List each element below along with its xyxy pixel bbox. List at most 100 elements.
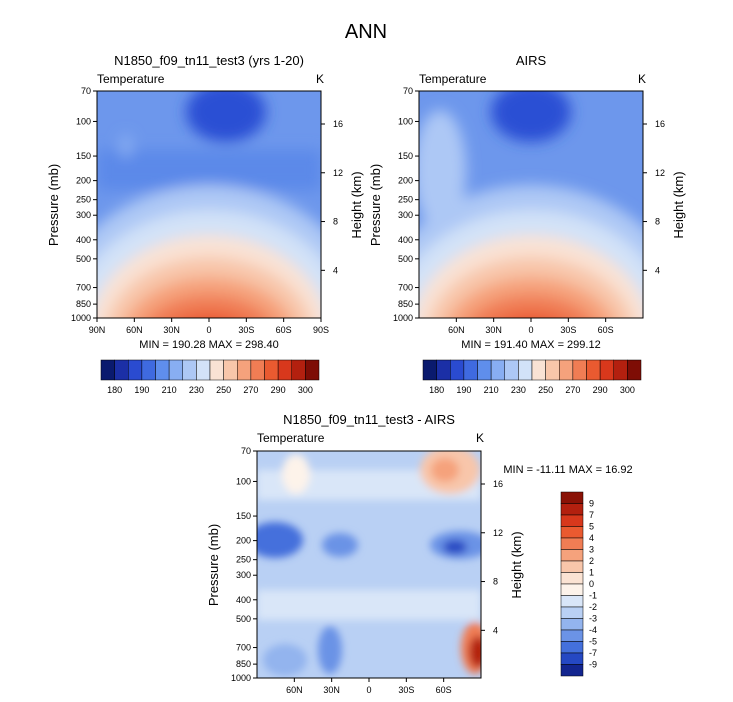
pressure-tick-label: 250 [398,195,413,205]
height-tick-label: 8 [493,577,498,587]
panel-airs-variable: Temperature [419,72,487,86]
colorbar-swatch [504,359,519,381]
lat-tick-label: 30N [163,325,180,335]
colorbar-label: -9 [589,660,597,670]
panel-diff-variable: Temperature [257,431,325,445]
pressure-tick-label: 300 [236,570,251,580]
colorbar-label: 210 [162,385,177,395]
panel-model-title: N1850_f09_tn11_test3 (yrs 1-20) [114,53,304,68]
colorbar-label: -7 [589,648,597,658]
lat-tick-label: 90S [313,325,329,335]
ylabel-left-1: Pressure (mb) [46,164,61,246]
pressure-tick-label: 400 [76,235,91,245]
height-tick-label: 4 [333,265,338,275]
panel-diff-title: N1850_f09_tn11_test3 - AIRS [283,412,455,427]
panel-model-units: K [316,72,324,86]
panel-model-variable: Temperature [97,72,165,86]
colorbar-swatch [560,652,584,665]
colorbar-label: 290 [271,385,286,395]
panel-airs-units: K [638,72,646,86]
lat-tick-label: 60N [448,325,465,335]
lat-tick-label: 0 [528,325,533,335]
colorbar-swatch [560,537,584,550]
colorbar-label: 7 [589,510,594,520]
panel-diff: N1850_f09_tn11_test3 - AIRS Temperature … [256,412,633,679]
pressure-tick-label: 500 [76,254,91,264]
colorbar-label: 290 [593,385,608,395]
colorbar-swatch [518,359,533,381]
pressure-tick-label: 70 [403,86,413,96]
colorbar-swatch [196,359,211,381]
pressure-tick-label: 250 [236,555,251,565]
colorbar-swatch [168,359,183,381]
lat-tick-label: 90N [89,325,106,335]
colorbar-label: 180 [107,385,122,395]
lat-tick-label: 60N [126,325,143,335]
colorbar-swatch [613,359,628,381]
lat-tick-label: 0 [366,685,371,695]
colorbar-swatch [264,359,279,381]
pressure-tick-label: 850 [236,659,251,669]
colorbar-swatch [560,641,584,654]
colorbar-swatch [560,549,584,562]
colorbar-swatch [560,503,584,516]
colorbar-swatch [560,572,584,585]
colorbar-swatch [305,359,320,381]
colorbar-label: 270 [565,385,580,395]
colorbar-label: 4 [589,533,594,543]
pressure-tick-label: 500 [236,614,251,624]
colorbar-label: 9 [589,499,594,509]
pressure-tick-label: 500 [398,254,413,264]
height-tick-label: 8 [333,217,338,227]
pressure-tick-label: 400 [398,235,413,245]
pressure-tick-label: 200 [236,536,251,546]
ylabel-right-3: Height (km) [509,531,524,598]
colorbar-swatch [560,595,584,608]
lat-tick-label: 60N [286,685,303,695]
colorbar-model: 180 190 210 230 250 270 290 300 [100,359,320,395]
colorbar-swatch [237,359,252,381]
pressure-tick-label: 100 [76,116,91,126]
pressure-tick-label: 150 [76,151,91,161]
colorbar-swatch [560,526,584,539]
colorbar-swatch [560,583,584,596]
pressure-tick-label: 700 [76,283,91,293]
axis-ticks: 7010015020025030040050070085010004812169… [71,86,665,695]
pressure-tick-label: 700 [236,643,251,653]
panel-airs: AIRS Temperature K MIN = 191.40 MAX = 29… [418,53,646,351]
colorbar-label: 3 [589,545,594,555]
lat-tick-label: 30S [398,685,414,695]
colorbar-swatch [436,359,451,381]
height-tick-label: 16 [655,119,665,129]
panel-model-contours [97,91,321,318]
panel-airs-title: AIRS [516,53,547,68]
colorbar-swatch [599,359,614,381]
pressure-tick-label: 300 [76,210,91,220]
pressure-tick-label: 1000 [71,313,91,323]
colorbar-label: 2 [589,556,594,566]
colorbar-label: 190 [456,385,471,395]
panel-diff-units: K [476,431,484,445]
colorbar-swatch [209,359,224,381]
pressure-tick-label: 70 [241,446,251,456]
pressure-tick-label: 150 [236,511,251,521]
colorbar-swatch [627,359,642,381]
colorbar-swatch [545,359,560,381]
panel-model-minmax: MIN = 190.28 MAX = 298.40 [139,339,278,351]
height-tick-label: 8 [655,217,660,227]
height-tick-label: 4 [493,625,498,635]
colorbar-label: -2 [589,602,597,612]
colorbar-swatch [490,359,505,381]
colorbar-swatch [560,629,584,642]
pressure-tick-label: 1000 [231,673,251,683]
colorbar-swatch [559,359,574,381]
colorbar-label: 270 [243,385,258,395]
colorbar-swatch [114,359,129,381]
lat-tick-label: 60S [598,325,614,335]
colorbar-label: 230 [189,385,204,395]
panel-model: N1850_f09_tn11_test3 (yrs 1-20) Temperat… [96,53,324,351]
colorbar-swatch [155,359,170,381]
colorbar-swatch [128,359,143,381]
colorbar-label: -5 [589,637,597,647]
